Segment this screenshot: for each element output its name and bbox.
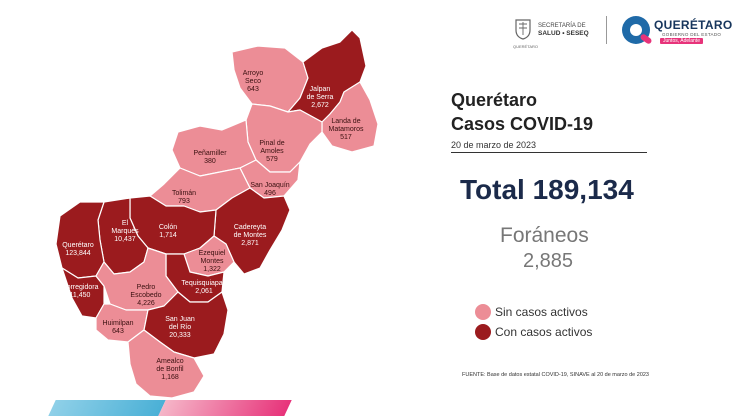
bottom-bar-pink — [158, 400, 292, 416]
label-el-marques: El Marqués 10,437 — [111, 220, 139, 243]
title-line-1: Querétaro — [451, 90, 538, 110]
label-tequisquiapan: Tequisquiapan 2,061 — [181, 280, 227, 295]
label-amealco: Amealco de Bonfil 1,168 — [156, 358, 184, 381]
label-toliman: Tolimán 793 — [171, 190, 197, 205]
queretaro-logo: QUERÉTARO GOBIERNO DEL ESTADO Juntos, Ad… — [622, 14, 732, 50]
seseq-line1: SECRETARÍA DE — [538, 23, 586, 29]
q-logo-tail — [639, 33, 653, 45]
label-colon: Colón 1,714 — [158, 224, 178, 239]
label-penamiller: Peñamiller 380 — [193, 150, 227, 165]
label-arroyo-seco: Arroyo Seco 643 — [242, 70, 264, 93]
label-corregidora: Corregidora 11,450 — [61, 284, 99, 299]
label-san-juan: San Juan del Río 20,333 — [165, 316, 195, 339]
page-title: Querétaro Casos COVID-19 — [451, 88, 593, 136]
bottom-bar-blue — [48, 400, 166, 416]
muni-queretaro — [55, 201, 105, 279]
muni-landa — [321, 81, 379, 153]
legend-inactive-swatch — [475, 304, 491, 320]
legend-active-swatch — [475, 324, 491, 340]
slogan-badge: Juntos, Adelante — [660, 38, 703, 44]
seseq-logo: SECRETARÍA DE SALUD • SESEQ QUERÉTARO — [508, 16, 604, 49]
total-cases: Total 189,134 — [460, 174, 634, 205]
queretaro-name: QUERÉTARO — [654, 18, 733, 32]
state-shield-icon — [515, 19, 531, 40]
foraneos-value: 2,885 — [523, 250, 574, 272]
label-queretaro: Querétaro 123,844 — [62, 242, 94, 257]
label-san-joaquin: San Joaquín 496 — [250, 182, 290, 197]
government-label: GOBIERNO DEL ESTADO — [662, 32, 722, 37]
date-underline — [451, 152, 647, 153]
title-line-2: Casos COVID-19 — [451, 114, 594, 134]
header-divider — [606, 16, 607, 44]
report-date: 20 de marzo de 2023 — [451, 140, 537, 150]
label-pinal: Pinal de Amoles 579 — [259, 140, 285, 163]
label-ezequiel: Ezequiel Montes 1,322 — [198, 250, 226, 273]
label-pedro-escobedo: Pedro Escobedo 4,226 — [130, 284, 162, 307]
foraneos-label: Foráneos — [500, 224, 589, 247]
label-jalpan: Jalpan de Serra 2,672 — [306, 86, 334, 109]
label-landa: Landa de Matamoros 517 — [328, 118, 364, 141]
seseq-state-label: QUERÉTARO — [513, 44, 539, 49]
label-huimilpan: Huimilpan 643 — [102, 320, 134, 335]
source-note: FUENTE: Base de datos estatal COVID-19, … — [462, 372, 649, 378]
seseq-line2: SALUD • SESEQ — [538, 30, 589, 37]
seseq-name: SECRETARÍA DE SALUD • SESEQ — [538, 23, 589, 38]
muni-amealco — [127, 329, 205, 399]
legend-active-label: Con casos activos — [495, 325, 593, 339]
label-cadereyta: Cadereyta de Montes 2,871 — [233, 224, 267, 247]
legend-inactive-label: Sin casos activos — [495, 305, 588, 319]
